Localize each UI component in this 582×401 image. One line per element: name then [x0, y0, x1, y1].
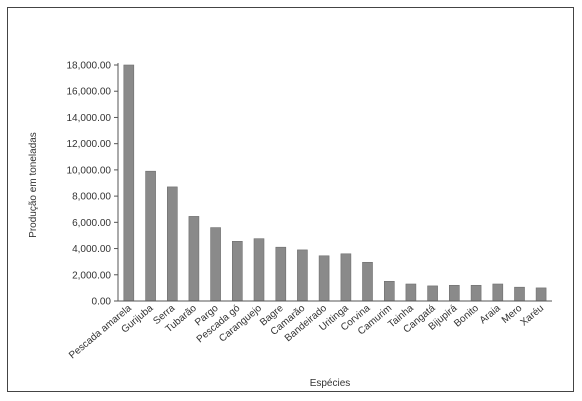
bar — [210, 227, 221, 302]
bar — [340, 253, 352, 302]
y-tick-label: 10,000.00 — [67, 165, 112, 176]
bar — [297, 249, 308, 302]
bar — [535, 287, 547, 302]
y-tick-label: 0.00 — [92, 297, 112, 308]
bar — [188, 216, 200, 302]
bar — [145, 170, 156, 302]
bar — [167, 186, 178, 302]
x-axis: Pescada amarelaGurijubaSerraTubarãoPargo… — [67, 300, 552, 361]
y-tick-label: 12,000.00 — [67, 139, 112, 150]
bar — [275, 246, 287, 302]
bar — [123, 64, 135, 302]
bar — [470, 284, 482, 302]
x-tick-label: Araia — [478, 303, 503, 327]
bar — [405, 283, 417, 302]
bar — [253, 238, 265, 302]
x-tick-label: Bonito — [452, 303, 481, 330]
y-tick-label: 18,000.00 — [67, 61, 112, 72]
y-tick-label: 2,000.00 — [72, 270, 111, 281]
bars — [123, 64, 547, 302]
y-axis-label: Produção em toneladas — [28, 132, 39, 238]
y-axis: 0.00 2,000.00 4,000.00 6,000.00 8,000.00 10,0… — [67, 61, 119, 308]
chart-frame — [7, 7, 574, 392]
y-tick-label: 8,000.00 — [72, 192, 111, 203]
bar — [448, 284, 460, 302]
x-tick-label: Xaréu — [519, 303, 547, 329]
bar — [383, 280, 395, 302]
x-axis-label: Espécies — [310, 378, 351, 389]
bar — [514, 286, 525, 302]
bar — [427, 285, 438, 302]
bar — [232, 241, 243, 302]
bar — [492, 283, 504, 302]
bar — [318, 255, 330, 302]
bar — [362, 261, 373, 302]
y-tick-label: 4,000.00 — [72, 244, 111, 255]
y-tick-label: 6,000.00 — [72, 218, 111, 229]
y-tick-label: 14,000.00 — [67, 113, 112, 124]
y-tick-label: 16,000.00 — [67, 87, 112, 98]
